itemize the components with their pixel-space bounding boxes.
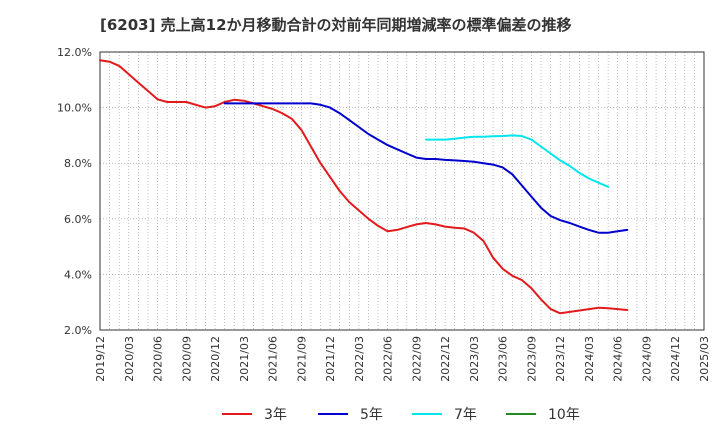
x-tick-label: 2020/12 xyxy=(209,336,222,382)
x-tick-label: 2024/12 xyxy=(669,336,682,382)
x-tick-label: 2021/09 xyxy=(295,336,308,382)
x-tick-label: 2019/12 xyxy=(94,336,107,382)
y-axis-ticks: 2.0% 4.0% 6.0% 8.0% 10.0% 12.0% xyxy=(57,46,92,337)
x-tick-label: 2023/12 xyxy=(554,336,567,382)
x-tick-label: 2023/06 xyxy=(497,336,510,382)
x-axis-ticks: 2019/12 2020/03 2020/06 2020/09 2020/12 2021/… xyxy=(94,336,711,382)
series-line xyxy=(223,102,629,234)
y-tick-label: 4.0% xyxy=(64,268,92,281)
x-tick-label: 2021/06 xyxy=(267,336,280,382)
x-tick-label: 2022/03 xyxy=(353,336,366,382)
legend-label: 10年 xyxy=(548,407,580,423)
x-tick-label: 2024/03 xyxy=(583,336,596,382)
grid-layer xyxy=(100,51,704,331)
y-tick-label: 6.0% xyxy=(64,213,92,226)
x-tick-label: 2021/03 xyxy=(238,336,251,382)
x-tick-label: 2020/03 xyxy=(123,336,136,382)
series-line xyxy=(99,59,629,315)
y-tick-label: 2.0% xyxy=(64,324,92,337)
x-tick-label: 2023/03 xyxy=(468,336,481,382)
chart-title: [6203] 売上高12か月移動合計の対前年同期増減率の標準偏差の推移 xyxy=(100,16,572,34)
x-tick-label: 2021/12 xyxy=(324,336,337,382)
x-tick-label: 2022/06 xyxy=(382,336,395,382)
y-tick-label: 8.0% xyxy=(64,157,92,170)
series-line xyxy=(425,134,610,188)
y-tick-label: 10.0% xyxy=(57,102,92,115)
legend-label: 7年 xyxy=(454,407,477,423)
x-tick-label: 2022/09 xyxy=(410,336,423,382)
x-tick-label: 2020/09 xyxy=(180,336,193,382)
series-layer xyxy=(99,59,629,315)
x-tick-label: 2023/09 xyxy=(525,336,538,382)
x-tick-label: 2022/12 xyxy=(439,336,452,382)
x-tick-label: 2020/06 xyxy=(152,336,165,382)
x-tick-label: 2024/06 xyxy=(612,336,625,382)
plot-frame xyxy=(99,51,705,331)
legend-label: 5年 xyxy=(360,407,383,423)
y-tick-label: 12.0% xyxy=(57,46,92,59)
legend: 3年 5年 7年 10年 xyxy=(222,407,580,423)
legend-label: 3年 xyxy=(264,407,287,423)
x-tick-label: 2025/03 xyxy=(698,336,711,382)
x-tick-label: 2024/09 xyxy=(640,336,653,382)
